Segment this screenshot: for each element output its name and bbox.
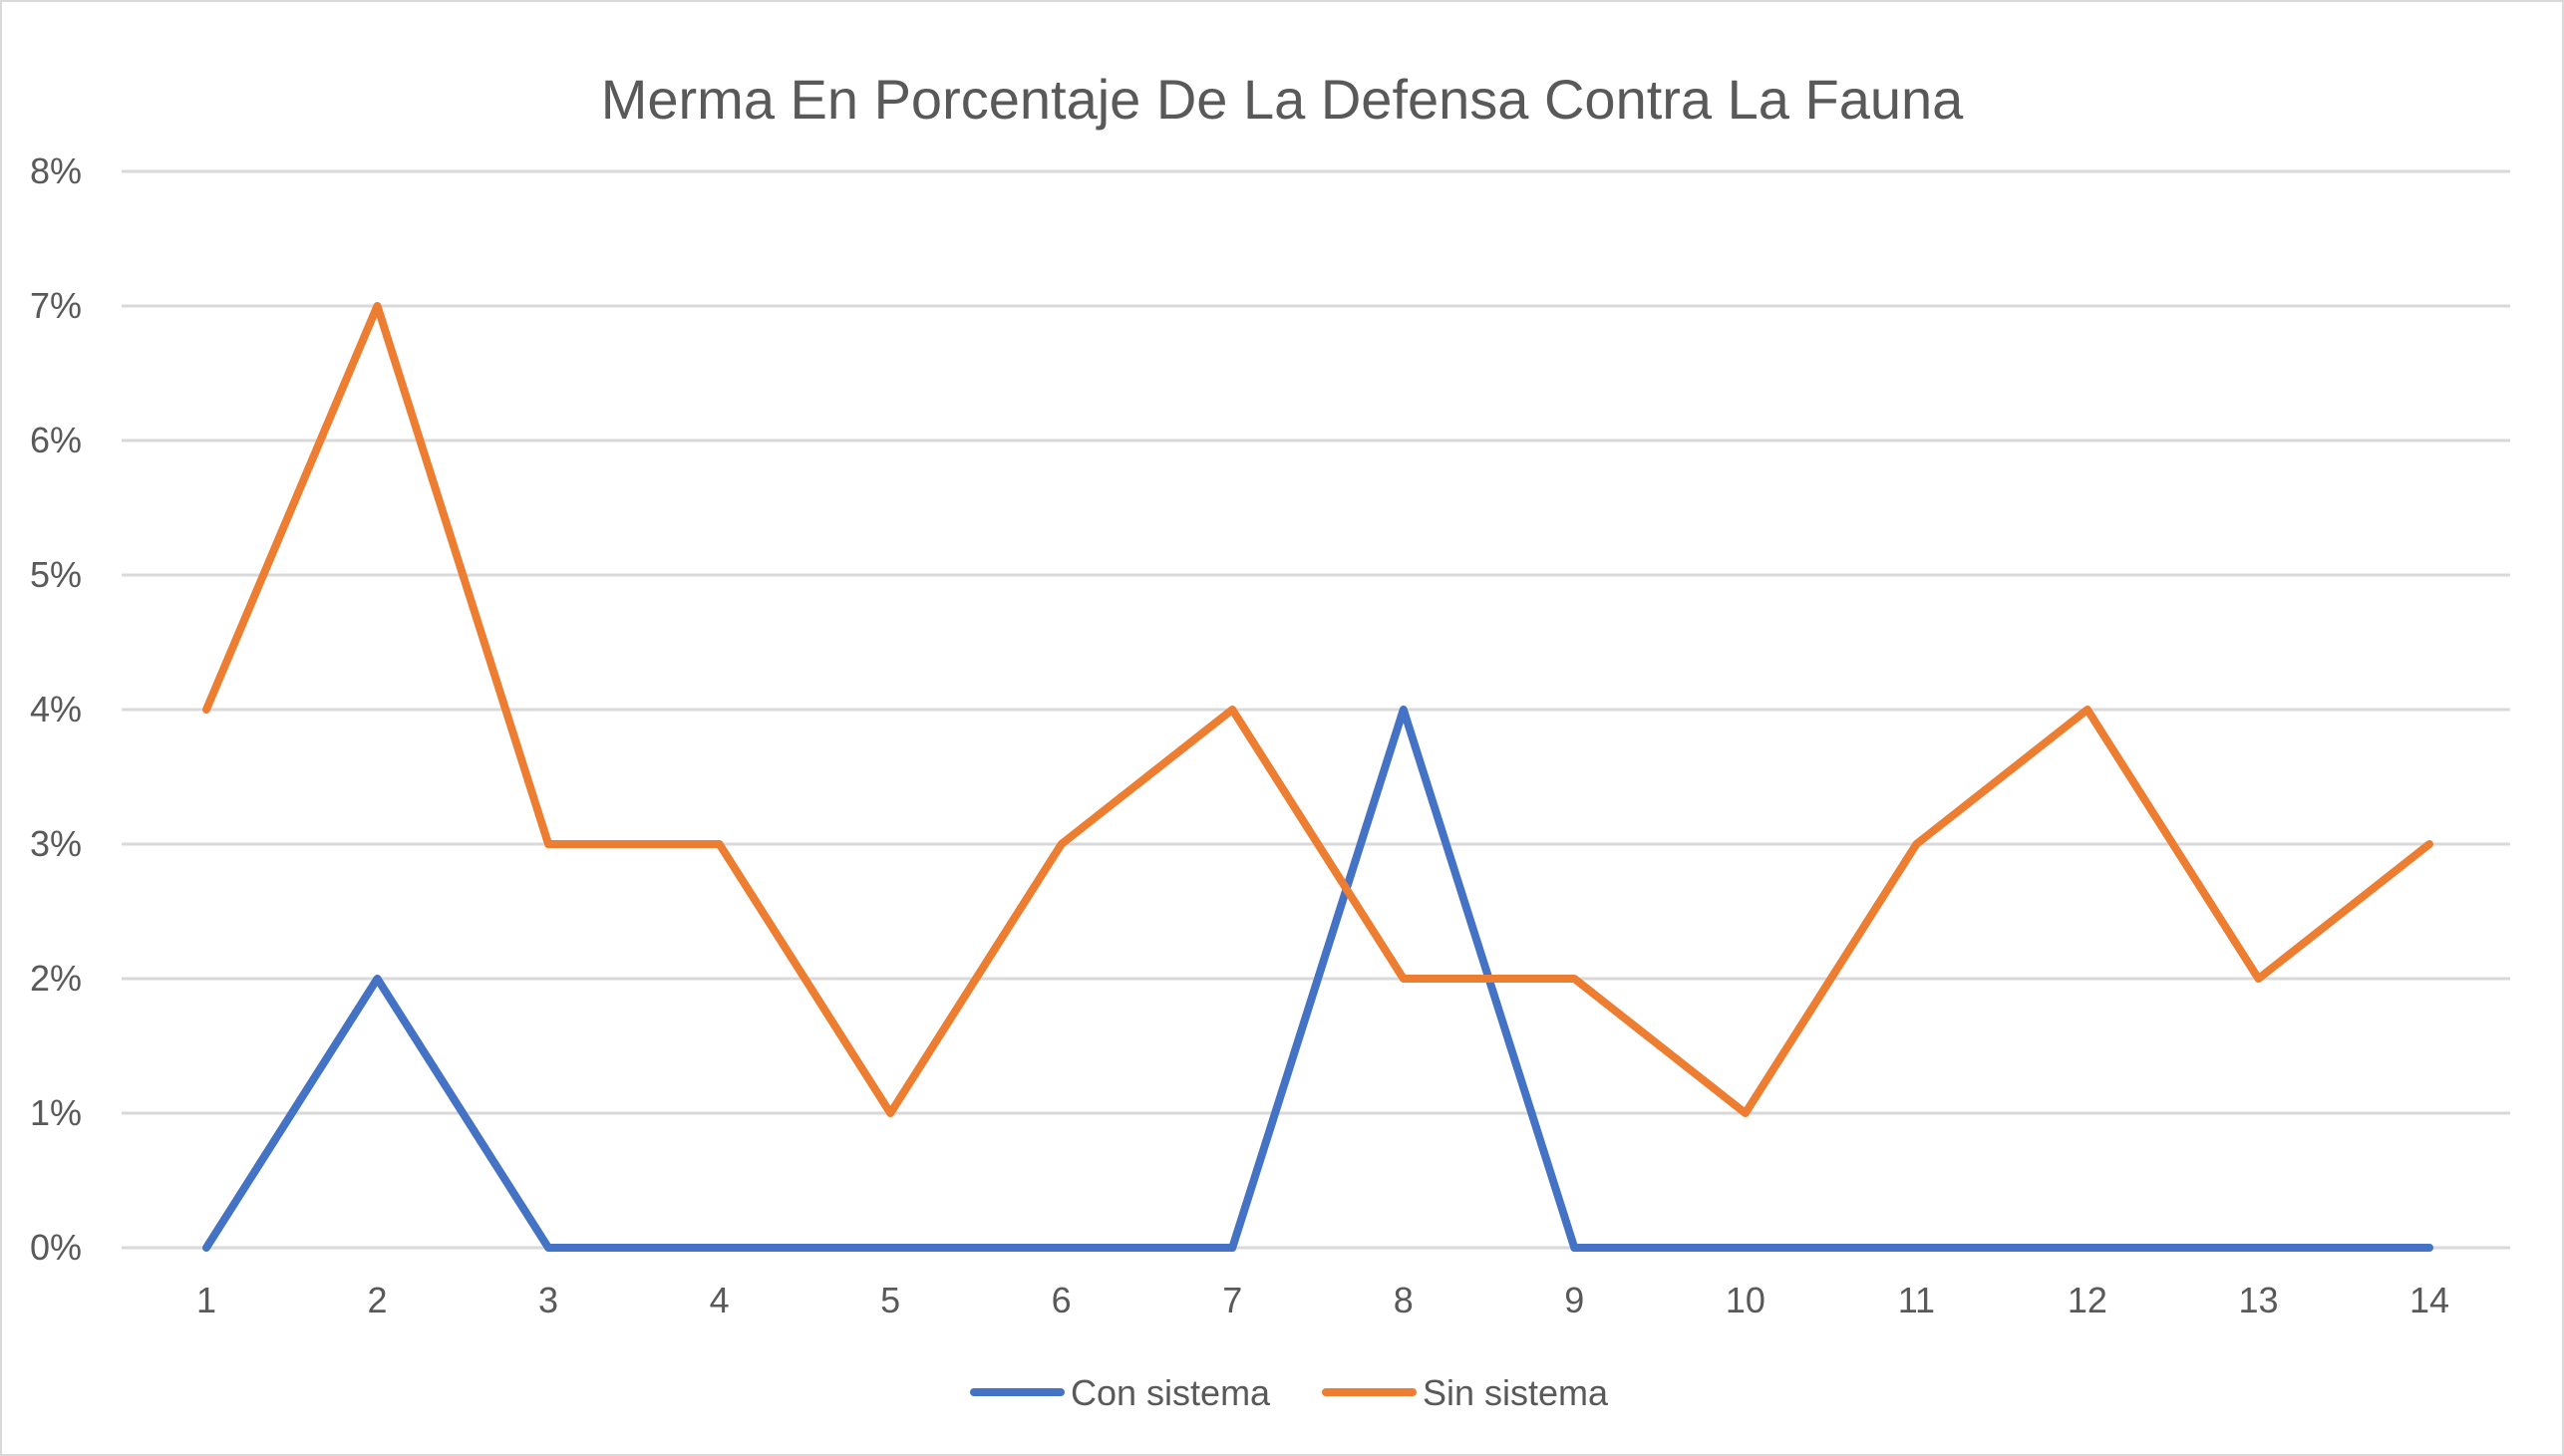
y-tick-label: 5% [30, 554, 82, 595]
y-tick-label: 0% [30, 1227, 82, 1268]
chart-title: Merma En Porcentaje De La Defensa Contra… [601, 68, 1964, 131]
x-tick-label: 5 [880, 1280, 900, 1320]
y-tick-label: 7% [30, 285, 82, 326]
x-tick-label: 8 [1394, 1280, 1414, 1320]
x-tick-label: 9 [1564, 1280, 1584, 1320]
x-tick-label: 3 [538, 1280, 558, 1320]
x-tick-label: 4 [710, 1280, 730, 1320]
gridlines [122, 169, 2510, 1250]
x-tick-label: 1 [196, 1280, 216, 1320]
y-tick-label: 6% [30, 420, 82, 460]
x-tick-label: 14 [2409, 1280, 2449, 1320]
x-tick-label: 6 [1052, 1280, 1072, 1320]
y-tick-label: 3% [30, 823, 82, 864]
x-tick-label: 13 [2238, 1280, 2278, 1320]
y-tick-label: 4% [30, 689, 82, 729]
y-axis-tick-labels: 0% 1% 2% 3% 4% 5% 6% 7% 8% [30, 150, 82, 1268]
x-tick-label: 7 [1222, 1280, 1242, 1320]
y-tick-label: 1% [30, 1092, 82, 1133]
x-tick-label: 12 [2068, 1280, 2107, 1320]
series-line-sin-sistema [202, 302, 2433, 1117]
legend-label-con-sistema: Con sistema [1071, 1372, 1271, 1413]
y-tick-label: 8% [30, 150, 82, 191]
y-tick-label: 2% [30, 958, 82, 999]
series-lines [202, 302, 2433, 1252]
x-tick-label: 2 [368, 1280, 388, 1320]
x-axis-tick-labels: 1 2 3 4 5 6 7 8 9 10 11 12 13 14 [196, 1280, 2449, 1320]
legend-label-sin-sistema: Sin sistema [1423, 1372, 1609, 1413]
x-tick-label: 11 [1898, 1280, 1935, 1320]
legend: Con sistema Sin sistema [970, 1372, 1609, 1413]
series-line-con-sistema [202, 706, 2433, 1252]
x-tick-label: 10 [1726, 1280, 1765, 1320]
